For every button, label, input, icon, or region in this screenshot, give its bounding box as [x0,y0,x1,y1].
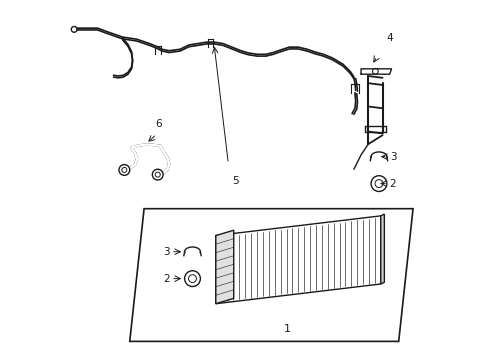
Text: 6: 6 [155,120,162,129]
Text: 2: 2 [389,179,396,189]
Text: 3: 3 [389,152,396,162]
Polygon shape [380,214,384,284]
Polygon shape [215,216,380,304]
Text: 3: 3 [163,247,169,257]
Text: 1: 1 [284,324,290,334]
Text: 4: 4 [386,33,392,43]
Text: 2: 2 [163,274,169,284]
Text: 5: 5 [232,176,238,186]
Polygon shape [215,230,233,304]
Circle shape [119,165,129,175]
Circle shape [152,169,163,180]
